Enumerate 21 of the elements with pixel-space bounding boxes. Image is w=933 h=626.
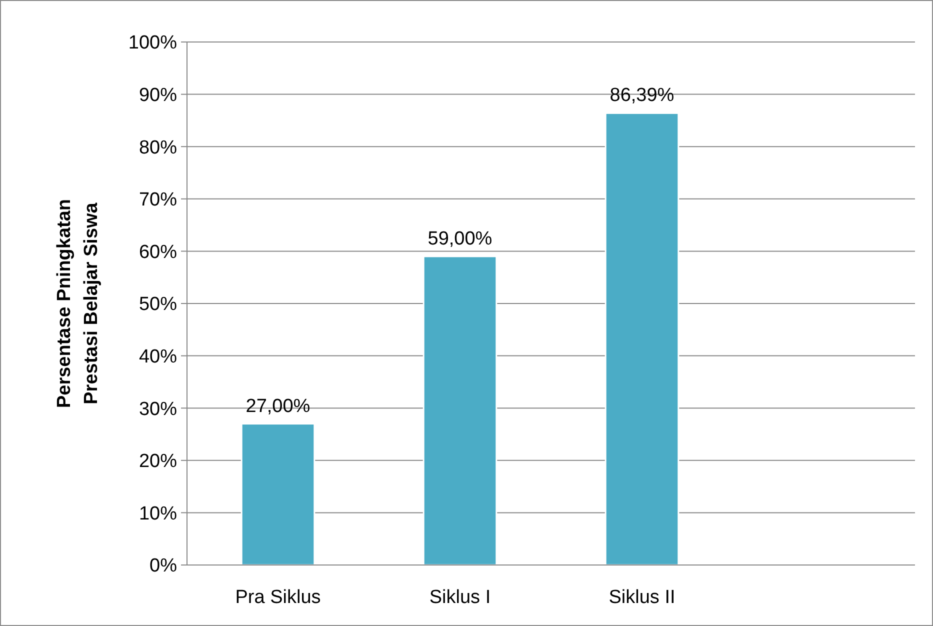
y-tick-label: 90% xyxy=(138,84,178,106)
y-tick-label: 100% xyxy=(128,32,178,54)
data-label: 59,00% xyxy=(428,228,492,250)
y-tick-label: 70% xyxy=(138,190,178,211)
y-tick-label: 80% xyxy=(138,137,178,158)
y-tick-label: 40% xyxy=(138,346,178,368)
y-axis-title: Persentase Pningkatan Prestasi Belajar Siswa xyxy=(54,198,102,408)
x-tick-label: Siklus II xyxy=(608,587,676,608)
y-tick-label: 0% xyxy=(150,556,178,577)
bar xyxy=(604,112,680,566)
y-tick-label: 20% xyxy=(138,451,178,472)
bar xyxy=(422,256,498,566)
y-tick-label: 30% xyxy=(138,398,178,420)
y-tick-label: 10% xyxy=(138,503,178,524)
data-label: 27,00% xyxy=(246,396,310,417)
bar xyxy=(240,423,316,566)
y-tick-label: 50% xyxy=(138,294,178,316)
y-tick-label: 60% xyxy=(138,242,178,263)
x-tick-label: Pra Siklus xyxy=(235,587,321,608)
data-label: 86,39% xyxy=(610,85,674,106)
x-tick-label: Siklus I xyxy=(429,587,491,608)
